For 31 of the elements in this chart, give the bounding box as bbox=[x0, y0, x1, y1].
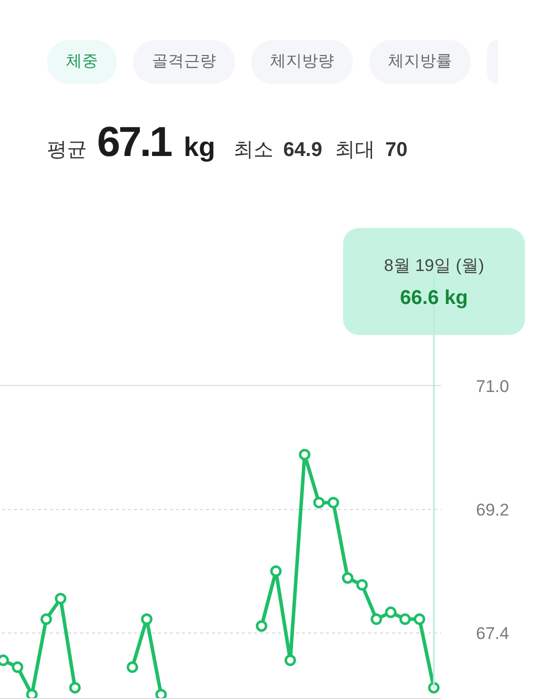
chart-subtitle: 평균 67.1 kg 최소 64.9 최대 70 bbox=[47, 118, 408, 166]
point bbox=[69, 682, 81, 694]
point bbox=[313, 496, 325, 508]
point bbox=[342, 572, 354, 584]
point bbox=[356, 579, 368, 591]
point bbox=[328, 496, 340, 508]
y-tick-label: 71.0 bbox=[476, 376, 510, 396]
point bbox=[126, 661, 138, 673]
text: 66.6 kg bbox=[400, 287, 468, 309]
point bbox=[298, 448, 310, 460]
point bbox=[140, 613, 152, 625]
point bbox=[155, 688, 167, 698]
tab-button: 체지방량 bbox=[251, 40, 353, 84]
text: 8월 19일 (월) bbox=[384, 256, 484, 275]
point bbox=[284, 654, 296, 666]
point bbox=[256, 620, 268, 632]
point bbox=[12, 661, 24, 673]
point bbox=[385, 606, 397, 618]
y-tick-label: 67.4 bbox=[476, 624, 510, 643]
point bbox=[270, 565, 282, 577]
point bbox=[414, 613, 426, 625]
tab-button: 체중 bbox=[47, 40, 117, 84]
tab-button: 골격근량 bbox=[133, 40, 235, 84]
point bbox=[54, 592, 66, 604]
tab-button: 체지방률 bbox=[369, 40, 471, 84]
point bbox=[428, 682, 440, 694]
point bbox=[399, 613, 411, 625]
y-tick-label: 69.2 bbox=[476, 500, 510, 520]
point bbox=[40, 613, 52, 625]
point bbox=[370, 613, 382, 625]
point bbox=[26, 688, 38, 698]
